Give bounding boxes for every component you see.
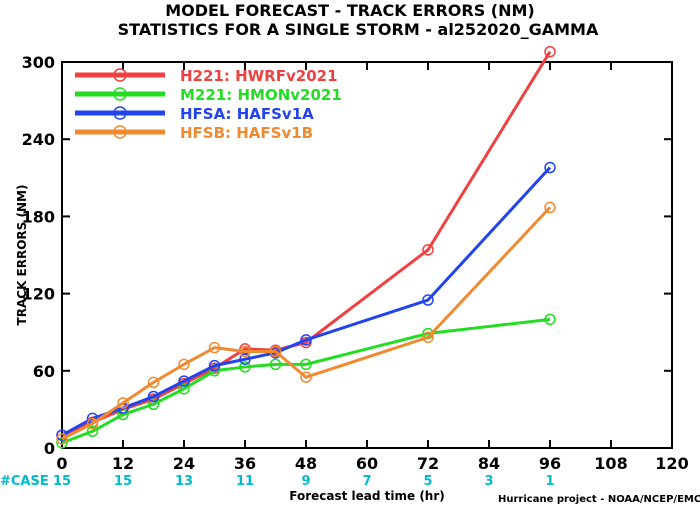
- x-axis-label: Forecast lead time (hr): [289, 489, 445, 503]
- x-axis: 0 12 24 36 48 60 72 84 96 108 120: [56, 62, 689, 473]
- y-tick-label: 240: [22, 130, 55, 149]
- data-point: [422, 294, 434, 306]
- data-point: [300, 371, 312, 383]
- x-tick-label: 12: [112, 454, 134, 473]
- y-tick-label: 300: [22, 53, 55, 72]
- case-count: 5: [423, 474, 432, 489]
- x-tick-label: 48: [295, 454, 317, 473]
- data-point: [422, 331, 434, 344]
- data-point: [239, 345, 251, 358]
- data-point: [208, 341, 221, 354]
- x-tick-label: 36: [234, 454, 256, 473]
- data-point: [178, 375, 190, 387]
- case-count: 7: [362, 474, 371, 489]
- x-tick-label: 72: [417, 454, 439, 473]
- data-point: [239, 361, 251, 373]
- legend-label: M221: HMONv2021: [180, 86, 342, 104]
- legend-item: H221: HWRFv2021: [75, 67, 338, 85]
- data-point: [300, 358, 312, 371]
- case-label: #CASE: [0, 474, 49, 489]
- data-point: [147, 390, 160, 403]
- data-point: [147, 376, 160, 389]
- data-point: [239, 353, 251, 365]
- case-counts: #CASE 15 15 13 11 9 7 5 3 1: [0, 474, 555, 489]
- data-point: [178, 383, 190, 395]
- x-tick-label: 24: [173, 454, 195, 473]
- series-line: [61, 50, 552, 437]
- data-point: [544, 201, 556, 214]
- y-axis-label: TRACK ERRORS (NM): [15, 185, 29, 326]
- legend-label: H221: HWRFv2021: [180, 67, 338, 85]
- legend-marker: [113, 106, 127, 120]
- data-point: [269, 345, 282, 358]
- y-tick-label: 120: [22, 285, 55, 304]
- data-point: [117, 397, 129, 409]
- data-point: [208, 359, 221, 372]
- x-tick-label: 0: [56, 454, 67, 473]
- x-tick-label: 120: [655, 454, 688, 473]
- x-tick-label: 96: [539, 454, 561, 473]
- y-tick-label: 180: [22, 207, 55, 226]
- x-tick-label: 108: [594, 454, 627, 473]
- data-point: [178, 358, 190, 371]
- legend-item: M221: HMONv2021: [75, 86, 342, 104]
- data-point: [422, 244, 434, 256]
- data-point: [86, 417, 99, 430]
- data-point: [544, 313, 556, 326]
- case-count: 15: [53, 474, 71, 489]
- x-tick-label: 84: [478, 454, 500, 473]
- data-point: [544, 45, 556, 58]
- legend-marker: [113, 125, 127, 139]
- legend-marker: [113, 87, 127, 101]
- data-point: [300, 334, 312, 346]
- case-count: 11: [236, 474, 254, 489]
- series-group: [56, 45, 556, 449]
- chart-subtitle: STATISTICS FOR A SINGLE STORM - al252020…: [118, 20, 599, 39]
- data-point: [86, 425, 99, 438]
- x-tick-label: 60: [356, 454, 378, 473]
- data-point: [544, 161, 556, 174]
- chart-title: MODEL FORECAST - TRACK ERRORS (NM): [165, 1, 534, 20]
- case-count: 15: [114, 474, 132, 489]
- legend-item: HFSA: HAFSv1A: [75, 105, 314, 123]
- data-point: [269, 358, 282, 371]
- case-count: 13: [175, 474, 193, 489]
- plot-frame: [61, 61, 673, 449]
- y-tick-label: 0: [44, 439, 55, 458]
- series-4: [56, 201, 556, 445]
- y-tick-label: 60: [33, 362, 55, 381]
- credit-text: Hurricane project - NOAA/NCEP/EMC: [498, 494, 700, 505]
- legend-marker: [113, 68, 127, 82]
- case-count: 1: [545, 474, 554, 489]
- case-count: 9: [301, 474, 310, 489]
- legend-label: HFSA: HAFSv1A: [180, 105, 314, 123]
- legend-label: HFSB: HAFSv1B: [180, 124, 313, 142]
- data-point: [147, 398, 160, 411]
- series-line: [61, 206, 552, 441]
- legend-item: HFSB: HAFSv1B: [75, 124, 313, 142]
- y-axis: 0 60 120 180 240 300: [22, 53, 672, 458]
- case-count: 3: [484, 474, 493, 489]
- data-point: [56, 433, 68, 445]
